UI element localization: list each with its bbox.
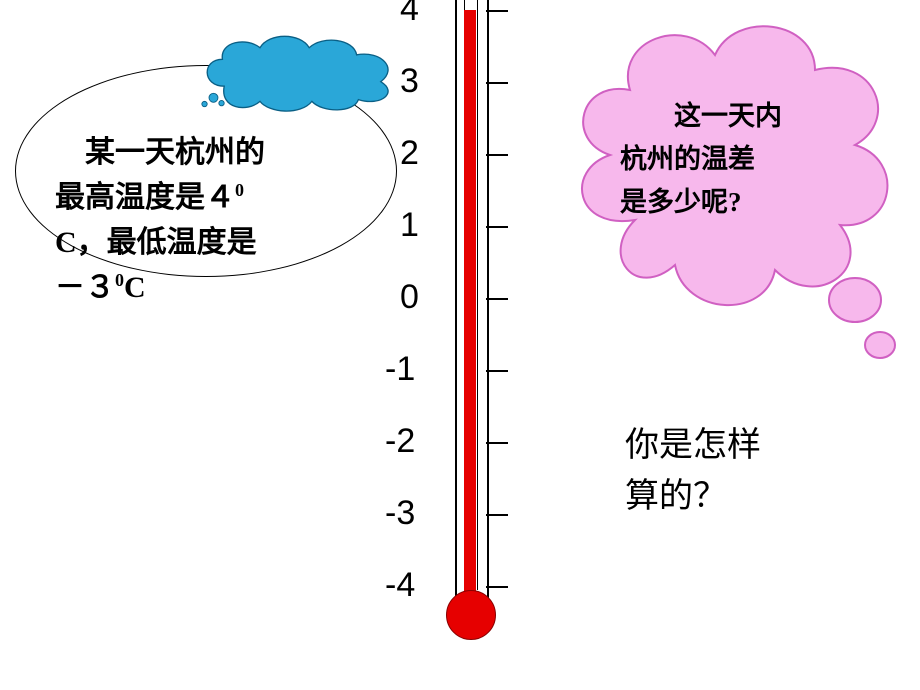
thermometer-tick-label: 0 <box>400 278 419 317</box>
thermometer-tick-label: 3 <box>400 62 419 101</box>
left-line3: C，最低温度是 <box>55 226 257 259</box>
left-line1: 某一天杭州的 <box>55 136 265 169</box>
pink-line2: 杭州的温差 <box>620 144 755 174</box>
degree-sup-1: 0 <box>235 180 244 200</box>
br-line1: 你是怎样 <box>625 427 761 464</box>
pink-line3: 是多少呢? <box>620 187 742 217</box>
bottom-right-question: 你是怎样 算的？ <box>625 420 885 522</box>
left-line4: －３ <box>55 271 115 304</box>
thermometer-bulb <box>446 590 496 640</box>
left-problem-text: 某一天杭州的 最高温度是４0 C，最低温度是 －３0C <box>55 130 365 310</box>
thermometer-tick-label: 1 <box>400 206 419 245</box>
thermometer-tick-label: 4 <box>400 0 419 29</box>
thermometer-tick-label: -2 <box>385 422 415 461</box>
pink-line1: 这一天内 <box>620 101 782 131</box>
pink-cloud-text: 这一天内 杭州的温差 是多少呢? <box>620 95 850 225</box>
thermometer-tick <box>486 298 508 300</box>
left-line2: 最高温度是４ <box>55 181 235 214</box>
degree-sup-2: 0 <box>115 270 124 290</box>
thermometer-tick <box>486 82 508 84</box>
thermometer-tick <box>486 514 508 516</box>
thermometer-tick-label: 2 <box>400 134 419 173</box>
thermometer-tick <box>486 226 508 228</box>
blue-cloud-shape <box>185 28 420 113</box>
thermometer-tick-label: -3 <box>385 494 415 533</box>
thermometer: 43210-1-2-3-4 <box>440 0 500 660</box>
thermometer-tick <box>486 442 508 444</box>
thermometer-tick-label: -4 <box>385 566 415 605</box>
thermometer-tick-label: -1 <box>385 350 415 389</box>
thermometer-tick <box>486 154 508 156</box>
thermometer-tick <box>486 10 508 12</box>
unit-c: C <box>124 271 146 304</box>
thermometer-tick <box>486 370 508 372</box>
thermometer-tick <box>486 586 508 588</box>
br-line2: 算的？ <box>625 478 727 515</box>
thermometer-mercury <box>464 10 476 595</box>
